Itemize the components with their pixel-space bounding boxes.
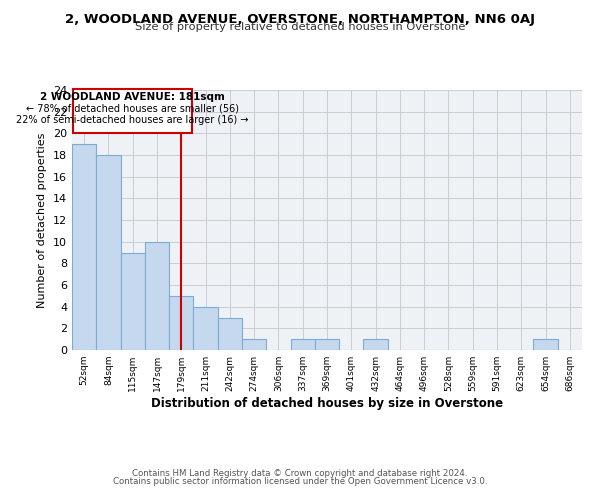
- Text: ← 78% of detached houses are smaller (56): ← 78% of detached houses are smaller (56…: [26, 104, 239, 114]
- Bar: [533, 339, 558, 350]
- Bar: [315, 339, 339, 350]
- Bar: [169, 296, 193, 350]
- Bar: [121, 252, 145, 350]
- Bar: [218, 318, 242, 350]
- X-axis label: Distribution of detached houses by size in Overstone: Distribution of detached houses by size …: [151, 397, 503, 410]
- Text: Contains public sector information licensed under the Open Government Licence v3: Contains public sector information licen…: [113, 477, 487, 486]
- Bar: [290, 339, 315, 350]
- Text: Size of property relative to detached houses in Overstone: Size of property relative to detached ho…: [135, 22, 465, 32]
- Text: Contains HM Land Registry data © Crown copyright and database right 2024.: Contains HM Land Registry data © Crown c…: [132, 468, 468, 477]
- Text: 2 WOODLAND AVENUE: 181sqm: 2 WOODLAND AVENUE: 181sqm: [40, 92, 225, 102]
- FancyBboxPatch shape: [73, 89, 192, 134]
- Y-axis label: Number of detached properties: Number of detached properties: [37, 132, 47, 308]
- Text: 22% of semi-detached houses are larger (16) →: 22% of semi-detached houses are larger (…: [16, 116, 249, 126]
- Bar: [364, 339, 388, 350]
- Bar: [96, 155, 121, 350]
- Bar: [72, 144, 96, 350]
- Text: 2, WOODLAND AVENUE, OVERSTONE, NORTHAMPTON, NN6 0AJ: 2, WOODLAND AVENUE, OVERSTONE, NORTHAMPT…: [65, 12, 535, 26]
- Bar: [145, 242, 169, 350]
- Bar: [242, 339, 266, 350]
- Bar: [193, 306, 218, 350]
